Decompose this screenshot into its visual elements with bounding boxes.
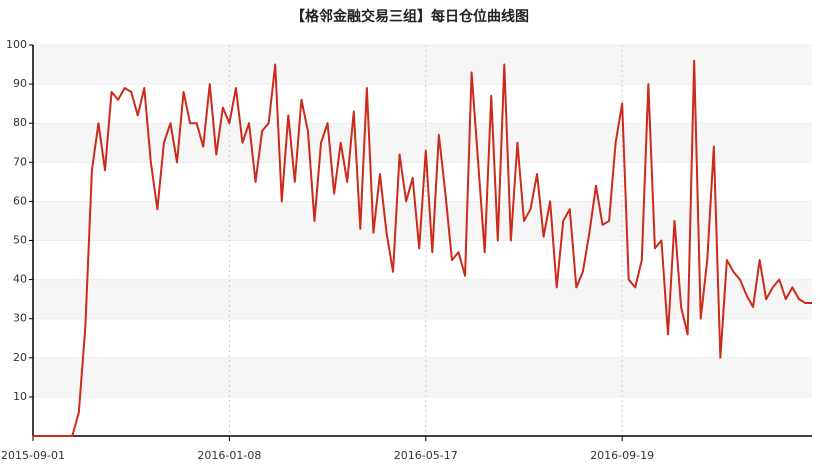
y-tick-label: 10	[13, 390, 27, 403]
y-tick-label: 30	[13, 312, 27, 325]
y-tick-label: 100	[6, 38, 27, 51]
chart-title: 【格邻金融交易三组】每日仓位曲线图	[291, 8, 529, 25]
x-tick-label: 2016-09-19	[590, 449, 654, 462]
x-tick-label: 2015-09-01	[1, 449, 65, 462]
grid-band	[33, 45, 812, 85]
y-tick-label: 60	[13, 194, 27, 207]
data-line	[33, 59, 812, 437]
y-tick-label: 40	[13, 273, 27, 286]
y-tick-label: 20	[13, 351, 27, 364]
y-tick-label: 70	[13, 155, 27, 168]
y-tick-label: 50	[13, 234, 27, 247]
x-tick-label: 2016-01-08	[197, 449, 261, 462]
y-tick-label: 90	[13, 77, 27, 90]
grid-band	[33, 357, 812, 397]
y-tick-label: 80	[13, 116, 27, 129]
x-tick-label: 2016-05-17	[394, 449, 458, 462]
grid-band	[33, 279, 812, 319]
